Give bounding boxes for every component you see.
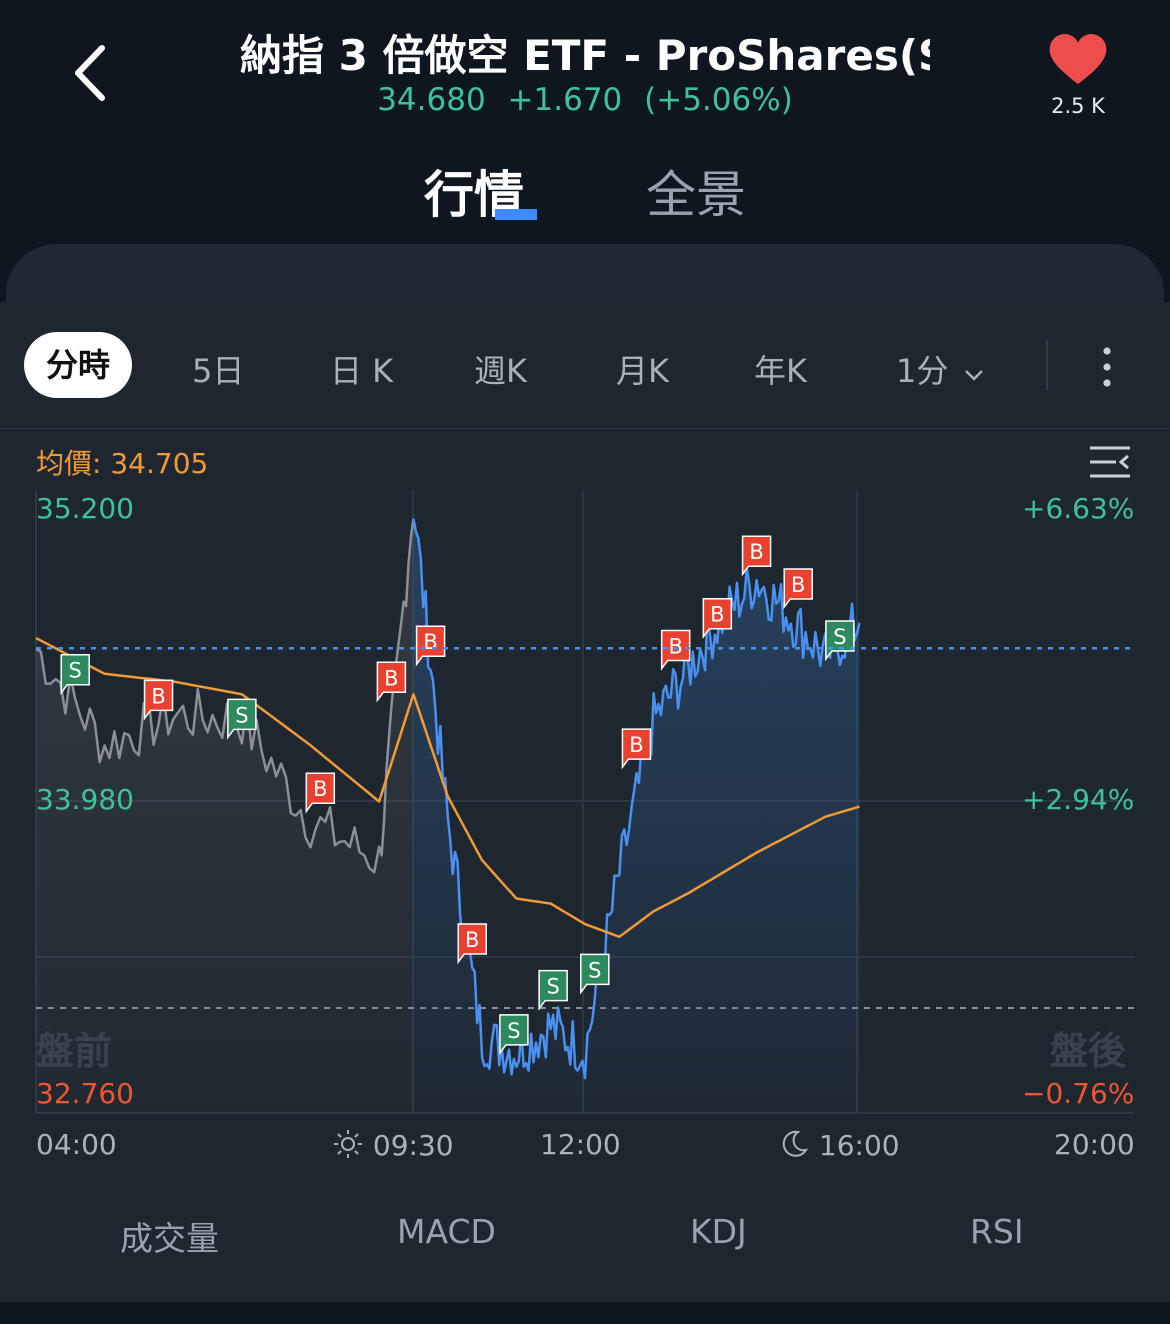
back-button[interactable] — [60, 38, 124, 108]
chart-settings-button[interactable] — [1088, 442, 1132, 482]
stock-title: 納指 3 倍做空 ETF - ProShares(SQQQ.US) — [240, 31, 930, 78]
sell-marker[interactable]: S — [538, 969, 568, 1011]
sell-marker[interactable]: S — [227, 698, 257, 740]
marker-label: B — [465, 928, 479, 952]
period-minute-select[interactable]: 1分 — [896, 346, 985, 392]
period-minute-label: 1分 — [896, 352, 949, 390]
buy-marker[interactable]: B — [621, 728, 652, 770]
heart-icon — [1049, 34, 1107, 84]
pre-market-area — [36, 518, 414, 1113]
more-vertical-icon — [1103, 347, 1111, 387]
avg-price-value: 34.705 — [110, 447, 209, 480]
time-1600-text: 16:00 — [818, 1129, 900, 1162]
favorite-button[interactable]: 2.5 K — [1040, 30, 1116, 118]
buy-marker[interactable]: B — [305, 772, 336, 814]
marker-layer: S B S B B B B S S S B B B B B S — [60, 535, 855, 1056]
sun-icon — [334, 1130, 362, 1158]
tab-underline — [495, 209, 537, 220]
indicator-kdj[interactable]: KDJ — [690, 1212, 747, 1251]
period-week-k[interactable]: 週K — [474, 352, 527, 390]
marker-label: B — [151, 684, 165, 708]
buy-marker[interactable]: B — [143, 679, 174, 721]
marker-label: S — [833, 625, 846, 649]
marker-label: B — [791, 573, 805, 597]
buy-marker[interactable]: B — [376, 661, 407, 703]
regular-session-area — [413, 518, 860, 1113]
time-0930-text: 09:30 — [372, 1129, 454, 1162]
buy-marker[interactable]: B — [457, 923, 488, 965]
marker-label: S — [235, 703, 248, 727]
avg-price-label: 均價: — [36, 447, 102, 480]
regular-price-line — [412, 518, 861, 1080]
avg-price: 均價: 34.705 — [36, 442, 208, 482]
indicator-settings-icon — [1090, 446, 1130, 478]
marker-label: B — [423, 630, 437, 654]
tab-overview[interactable]: 全景 — [646, 166, 746, 224]
marker-label: B — [384, 666, 398, 690]
period-tabs: 分時 5日 日 K 週K 月K 年K 1分 — [0, 302, 1170, 429]
indicator-rsi[interactable]: RSI — [970, 1212, 1024, 1251]
sell-marker[interactable]: S — [580, 953, 610, 995]
time-label-2000: 20:00 — [1054, 1128, 1135, 1161]
buy-marker[interactable]: B — [783, 568, 813, 610]
marker-label: B — [313, 777, 327, 801]
y-axis-top: 35.200 — [36, 492, 134, 525]
marker-label: B — [710, 603, 724, 627]
moon-icon — [782, 1130, 809, 1157]
price-change-pct: (+5.06%) — [644, 82, 793, 118]
collapsed-card — [6, 244, 1164, 304]
series-layer — [35, 518, 861, 1113]
divider — [1046, 340, 1048, 390]
chevron-left-icon — [75, 45, 105, 101]
period-intraday[interactable]: 分時 — [24, 332, 132, 398]
sell-marker[interactable]: S — [60, 653, 90, 695]
time-label-1200: 12:00 — [540, 1128, 621, 1161]
marker-label: B — [749, 540, 763, 564]
period-day-k[interactable]: 日 K — [330, 352, 394, 390]
pct-axis-mid: +2.94% — [1022, 783, 1135, 816]
last-price: 34.680 — [377, 82, 486, 118]
marker-label: B — [629, 733, 643, 757]
y-axis-mid: 33.980 — [36, 783, 134, 816]
y-axis-low: 32.760 — [36, 1077, 134, 1110]
more-options-button[interactable] — [1090, 342, 1124, 392]
buy-marker[interactable]: B — [702, 597, 733, 639]
marker-label: S — [507, 1019, 520, 1043]
time-label-0400: 04:00 — [36, 1128, 117, 1161]
favorite-count: 2.5 K — [1051, 94, 1105, 118]
sell-marker[interactable]: S — [499, 1014, 529, 1056]
price-quote: 34.680 +1.670 (+5.06%) — [0, 82, 1170, 118]
time-label-1600: 16:00 — [778, 1128, 900, 1162]
chevron-down-icon — [964, 370, 983, 381]
pre-market-price-line — [35, 518, 415, 874]
marker-label: B — [668, 635, 682, 659]
indicator-volume[interactable]: 成交量 — [120, 1219, 219, 1258]
buy-marker[interactable]: B — [415, 625, 446, 667]
buy-marker[interactable]: B — [741, 535, 772, 577]
bottom-bar — [0, 1302, 1170, 1324]
pct-axis-low: −0.76% — [1022, 1077, 1135, 1110]
marker-label: S — [69, 659, 82, 683]
pre-market-label: 盤前 — [36, 1029, 113, 1073]
marker-label: S — [546, 975, 559, 999]
price-change: +1.670 — [507, 82, 623, 118]
period-5day[interactable]: 5日 — [192, 352, 245, 390]
marker-label: S — [588, 958, 601, 982]
period-year-k[interactable]: 年K — [754, 352, 807, 390]
pct-axis-top: +6.63% — [1022, 492, 1135, 525]
time-label-0930: 09:30 — [332, 1128, 454, 1162]
indicator-macd[interactable]: MACD — [397, 1212, 496, 1251]
after-hours-label: 盤後 — [1050, 1029, 1127, 1073]
header: 納指 3 倍做空 ETF - ProShares(SQQQ.US) 34.680… — [0, 0, 1170, 304]
period-month-k[interactable]: 月K — [616, 352, 669, 390]
